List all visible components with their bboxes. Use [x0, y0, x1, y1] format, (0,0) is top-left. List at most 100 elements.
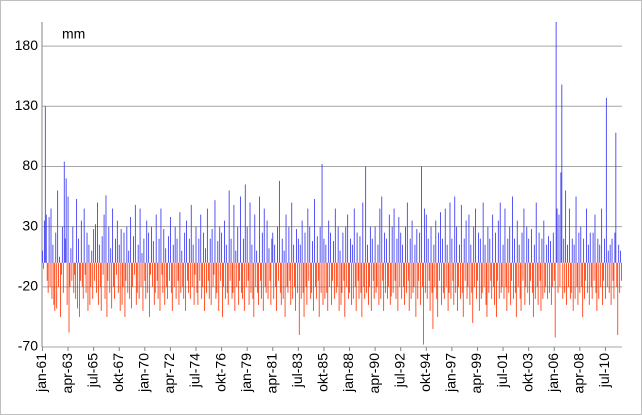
bar — [152, 241, 154, 263]
bar — [90, 262, 92, 287]
bar — [44, 106, 46, 263]
bar — [259, 196, 260, 263]
bar — [61, 262, 62, 275]
bar — [71, 262, 73, 281]
bar — [125, 262, 127, 281]
bar — [617, 262, 619, 335]
bar — [156, 262, 158, 281]
x-tick-label: apr-81 — [263, 353, 279, 394]
bar — [147, 262, 149, 293]
bar — [400, 232, 402, 263]
bar — [251, 244, 253, 263]
bar — [351, 244, 353, 263]
bar — [164, 262, 166, 305]
bar — [523, 208, 525, 263]
bar — [612, 262, 614, 281]
x-tick-label: jul-65 — [84, 353, 100, 388]
bar — [42, 250, 43, 263]
bar — [287, 262, 289, 293]
bar — [196, 262, 198, 293]
bar — [138, 262, 140, 299]
bar — [587, 244, 589, 263]
bar — [264, 262, 266, 287]
bar — [319, 226, 321, 263]
bar — [282, 262, 284, 299]
bar — [568, 208, 570, 263]
bar — [586, 208, 587, 263]
bar — [452, 262, 454, 281]
bar — [380, 262, 382, 299]
bar — [491, 262, 493, 299]
bar — [189, 262, 191, 299]
bar — [204, 262, 205, 311]
bar — [397, 262, 399, 311]
bar — [225, 244, 227, 263]
bar — [540, 262, 542, 311]
bar — [426, 262, 428, 299]
bar — [368, 262, 369, 305]
bar — [333, 262, 335, 299]
bar — [59, 256, 60, 263]
bar — [423, 262, 424, 345]
bar — [370, 262, 372, 311]
bar — [606, 262, 608, 287]
bar — [499, 202, 501, 263]
bar — [88, 244, 90, 263]
bar — [245, 262, 247, 287]
bar — [114, 262, 115, 299]
bar — [303, 262, 305, 317]
bar — [556, 208, 558, 263]
bar — [550, 241, 551, 263]
bar — [249, 202, 251, 263]
bar — [406, 202, 408, 263]
bar — [191, 262, 193, 287]
bar — [47, 262, 49, 293]
bar — [537, 262, 539, 305]
bar — [192, 244, 194, 263]
bar — [423, 208, 425, 263]
bar — [255, 262, 257, 287]
bar — [49, 262, 51, 287]
bar — [591, 262, 593, 299]
bar — [512, 196, 513, 263]
bar — [187, 262, 188, 281]
bar — [513, 262, 514, 299]
bar — [177, 262, 179, 281]
bar — [550, 262, 552, 305]
bar — [473, 226, 475, 263]
bar — [113, 262, 114, 287]
bar — [284, 262, 286, 317]
bar — [445, 262, 447, 287]
bar — [326, 262, 328, 293]
bar — [545, 262, 547, 287]
bar — [121, 262, 123, 305]
bar — [608, 262, 610, 293]
bar — [327, 262, 329, 311]
bar — [487, 226, 489, 263]
bar — [373, 262, 375, 299]
bar — [208, 262, 210, 299]
bar — [595, 262, 597, 293]
bar — [151, 226, 152, 263]
bar — [167, 262, 168, 299]
bar — [128, 250, 130, 263]
bar — [145, 262, 147, 299]
bar — [261, 232, 263, 263]
bar — [336, 262, 338, 287]
bar — [126, 226, 128, 263]
bar — [229, 262, 231, 281]
bar — [139, 208, 141, 263]
bar — [489, 238, 491, 263]
bar — [389, 262, 391, 305]
bar — [479, 238, 481, 263]
bar — [168, 236, 169, 263]
bar — [355, 262, 357, 311]
bar — [353, 208, 355, 263]
bar — [614, 232, 616, 263]
bar — [237, 226, 239, 263]
bar — [386, 238, 387, 263]
bar — [194, 262, 196, 275]
bar — [495, 232, 496, 263]
bar — [377, 244, 379, 263]
